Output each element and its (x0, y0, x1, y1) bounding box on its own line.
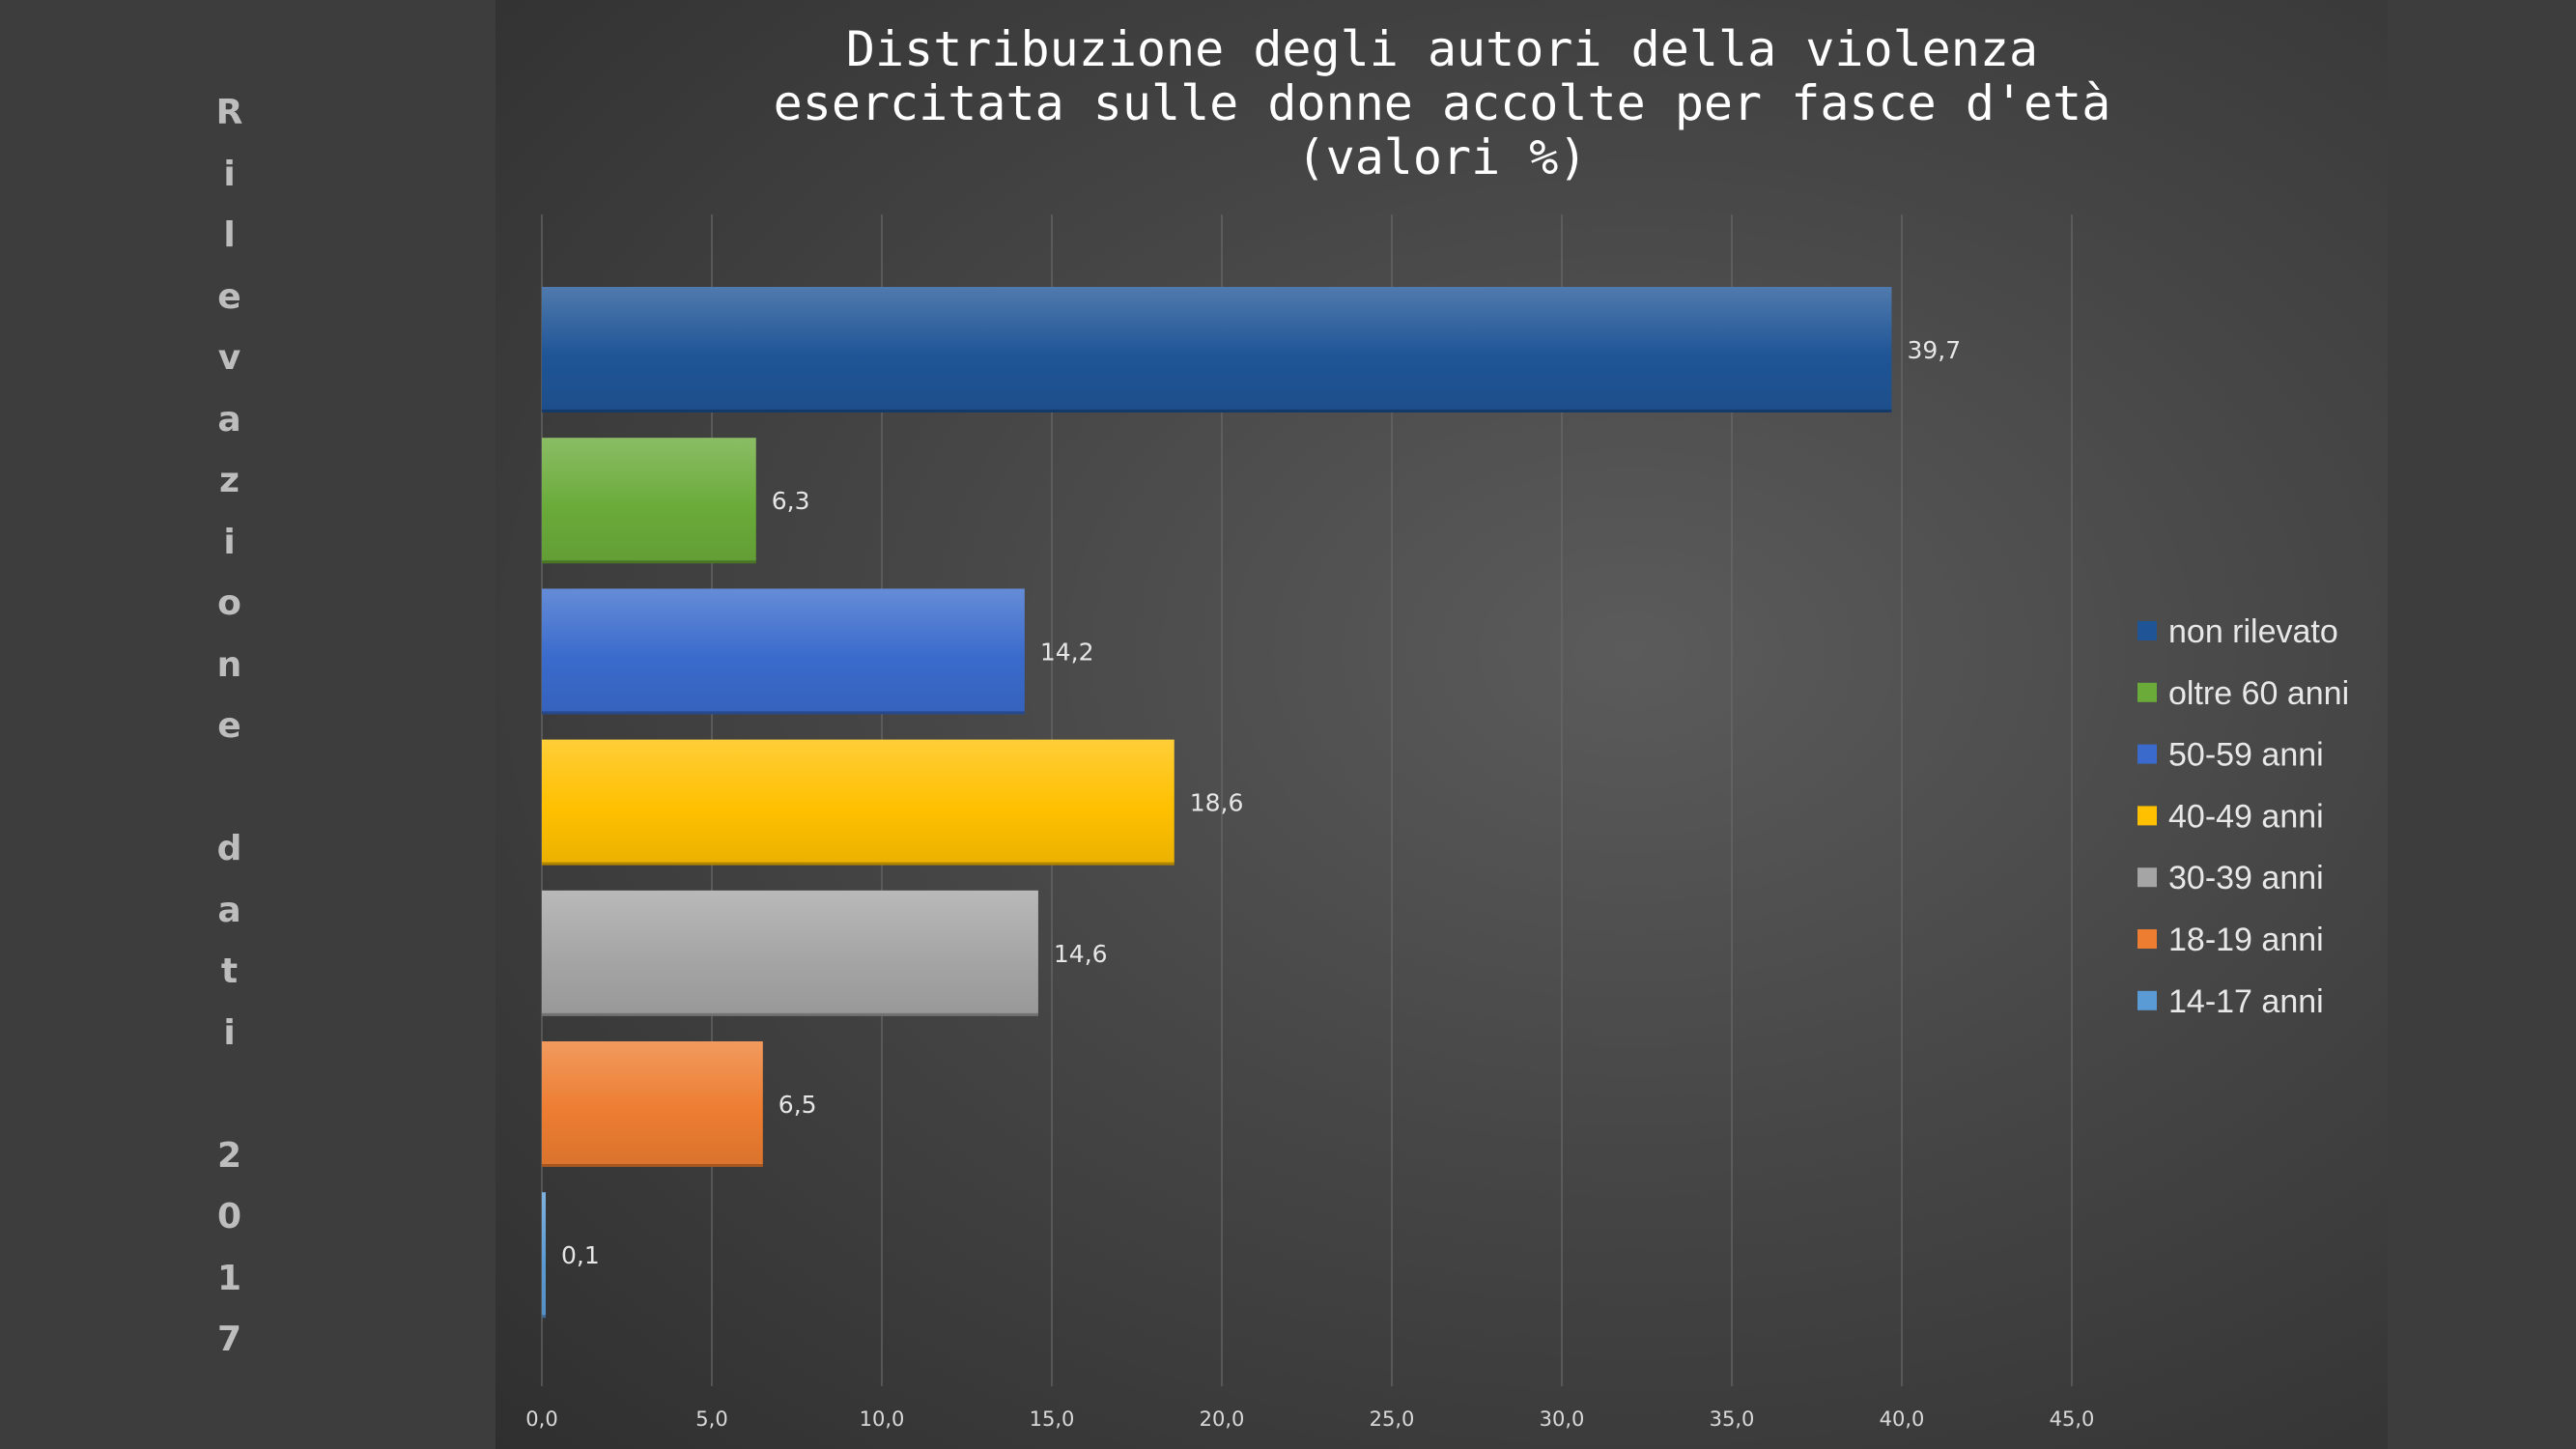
bar-30-39-anni (542, 890, 1038, 1016)
x-tick-label: 30,0 (1540, 1407, 1585, 1431)
data-label: 6,3 (772, 487, 810, 515)
side-label-char: d (216, 829, 242, 868)
x-tick-label: 10,0 (860, 1407, 905, 1431)
side-label-char: e (217, 706, 241, 746)
legend-entry: non rilevato (2168, 613, 2338, 650)
x-tick-label: 25,0 (1370, 1407, 1415, 1431)
side-label-char: 1 (216, 1258, 242, 1298)
legend-swatch (2137, 867, 2157, 888)
bar-40-49-anni (542, 739, 1175, 866)
bar-50-59-anni (542, 588, 1025, 715)
legend: non rilevato oltre 60 anni 50-59 anni 40-49… (2137, 613, 2349, 1020)
side-label-char: R (215, 93, 243, 132)
bar-14-17-anni (542, 1192, 546, 1319)
bars (542, 287, 1892, 1319)
side-label-char: a (217, 399, 241, 440)
bar-shadow (542, 1315, 546, 1319)
side-label-char: n (216, 644, 242, 685)
chart-title-line: esercitata sulle donne accolte per fasce… (774, 75, 2111, 131)
bar-shadow (542, 1164, 763, 1167)
bar-shadow (542, 1012, 1038, 1016)
x-tick-label: 5,0 (695, 1407, 727, 1431)
chart-slide: Distribuzione degli autori della violenz… (495, 0, 2388, 1449)
side-label-char: 0 (216, 1197, 242, 1236)
legend-entry: 14-17 anni (2168, 983, 2324, 1020)
x-axis-ticks: 0,0 5,0 10,0 15,0 20,0 25,0 30,0 35,0 40,0 45,0 (525, 1407, 2094, 1431)
bar-shadow (542, 410, 1892, 412)
legend-entry: oltre 60 anni (2168, 675, 2349, 712)
side-label-char: i (223, 522, 236, 562)
side-label-char: l (223, 215, 236, 255)
side-label-char: 7 (216, 1320, 242, 1359)
data-label: 14,2 (1040, 638, 1094, 666)
data-label: 6,5 (778, 1091, 817, 1119)
data-labels: 39,7 6,3 14,2 18,6 14,6 6,5 0,1 (561, 336, 1961, 1269)
bar-non-rilevato (542, 287, 1892, 412)
side-label-char: v (217, 338, 241, 378)
chart-title-line: (valori %) (1296, 129, 1587, 185)
legend-swatch (2137, 990, 2157, 1010)
side-label-char: z (219, 461, 240, 500)
legend-swatch (2137, 744, 2157, 764)
bar-chart: Distribuzione degli autori della violenz… (525, 21, 2349, 1431)
bar-oltre-60-anni (542, 438, 756, 564)
legend-entry: 30-39 anni (2168, 860, 2324, 896)
x-tick-label: 40,0 (1880, 1407, 1925, 1431)
side-label-char: e (217, 276, 241, 317)
legend-swatch (2137, 806, 2157, 826)
legend-swatch (2137, 682, 2157, 702)
side-label-char: a (217, 890, 241, 930)
side-label-char: i (223, 1012, 236, 1053)
side-label-char: t (220, 952, 239, 991)
bar-shadow (542, 862, 1175, 866)
data-label: 14,6 (1054, 940, 1108, 968)
side-label-char: 2 (216, 1135, 242, 1176)
data-label: 18,6 (1190, 789, 1244, 817)
legend-swatch (2137, 621, 2157, 640)
legend-entry: 50-59 anni (2168, 737, 2324, 774)
side-label-char (223, 757, 236, 819)
data-label: 0,1 (561, 1241, 600, 1269)
side-label-char: o (217, 583, 241, 623)
legend-entry: 40-49 anni (2168, 798, 2324, 835)
x-tick-label: 0,0 (525, 1407, 557, 1431)
chart-title-line: Distribuzione degli autori della violenz… (846, 21, 2038, 77)
legend-swatch (2137, 929, 2157, 949)
x-tick-label: 45,0 (2050, 1407, 2095, 1431)
bar-shadow (542, 560, 756, 564)
chart-title: Distribuzione degli autori della violenz… (774, 21, 2111, 185)
x-tick-label: 15,0 (1030, 1407, 1075, 1431)
data-label: 39,7 (1907, 336, 1961, 364)
bar-18-19-anni (542, 1041, 763, 1167)
legend-entry: 18-19 anni (2168, 922, 2324, 958)
x-tick-label: 35,0 (1710, 1407, 1755, 1431)
x-tick-label: 20,0 (1200, 1407, 1245, 1431)
bar-shadow (542, 711, 1025, 715)
side-label-char (223, 1064, 236, 1125)
side-label-char: i (223, 154, 236, 194)
